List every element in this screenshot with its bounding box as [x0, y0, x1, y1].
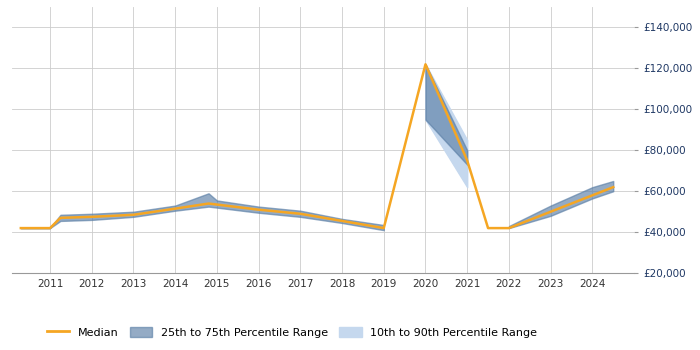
Legend: Median, 25th to 75th Percentile Range, 10th to 90th Percentile Range: Median, 25th to 75th Percentile Range, 1…: [43, 322, 542, 342]
